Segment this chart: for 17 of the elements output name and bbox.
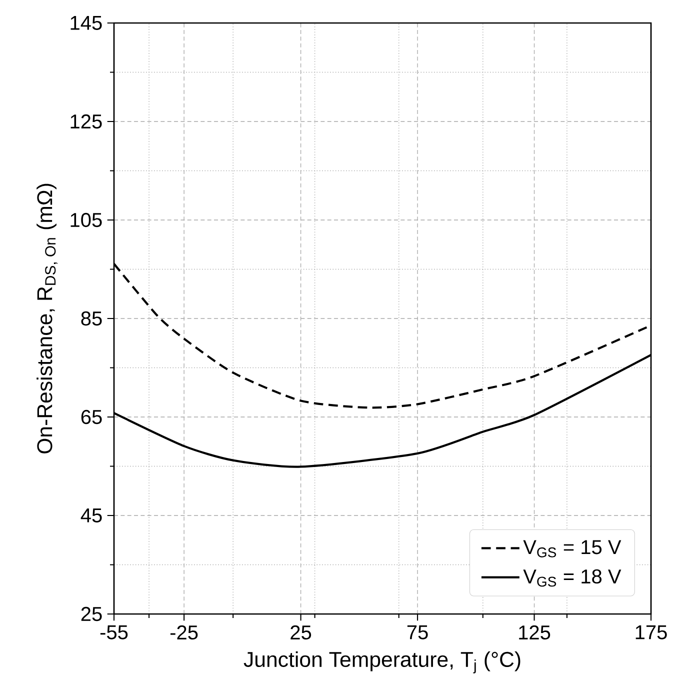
y-tick-label: 105	[70, 212, 102, 228]
x-tick-label: 125	[519, 625, 550, 640]
x-tick-label: 25	[290, 625, 312, 640]
y-tick-label: 145	[70, 16, 102, 30]
legend-label: V$_{GS}$ = 18 V	[523, 569, 622, 587]
x-tick-label: -55	[100, 625, 128, 640]
x-axis-title: Junction Temperature, T$_{j}$ (°C)	[244, 651, 520, 674]
y-tick-label: 25	[81, 606, 102, 622]
y-tick-label: 125	[70, 114, 102, 129]
y-tick-label: 45	[80, 508, 102, 522]
legend-label: V$_{GS}$ = 15 V	[523, 540, 622, 558]
y-tick-label: 65	[81, 410, 102, 424]
x-tick-label: 75	[407, 625, 428, 640]
x-tick-label: 175	[636, 625, 667, 640]
x-tick-label: -25	[170, 625, 198, 640]
y-tick-label: 85	[81, 311, 102, 326]
y-axis-title: $\text{On-Resistance, R}_{\text{DS, On}}\text{ (mΩ)}$	[36, 184, 58, 454]
